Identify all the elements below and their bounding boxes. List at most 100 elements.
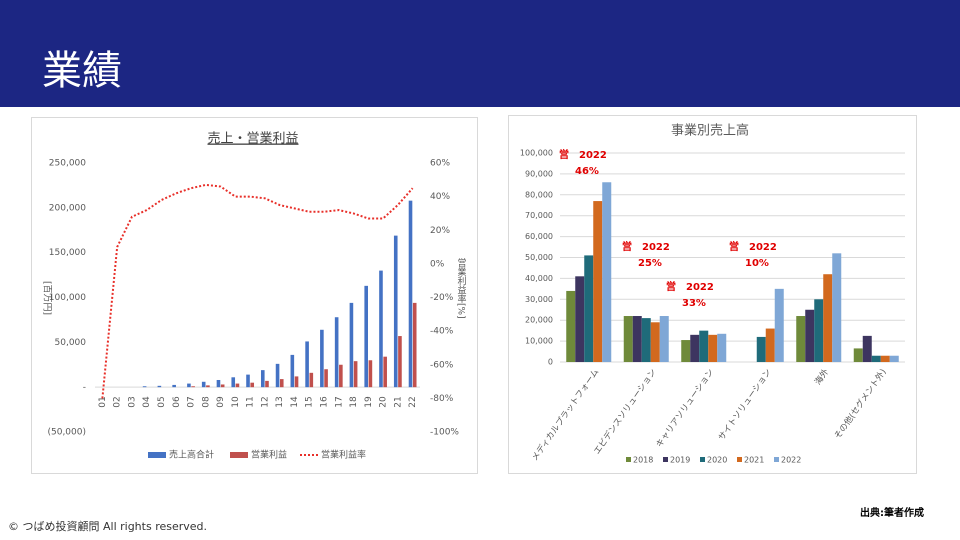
annotation-rate: 25% [638,258,662,269]
bar [593,201,603,362]
bar [623,316,633,362]
x-tick-label: 20 [379,396,389,408]
bar [250,382,255,388]
x-tick-label: サイトソリューション [717,367,774,442]
bar [632,316,642,362]
legend-swatch [626,457,631,462]
y-tick-label: 200,000 [49,203,86,213]
bar [699,330,709,362]
x-tick-label: 06 [172,396,182,408]
bar [717,333,727,362]
bar [353,361,358,388]
bar [290,354,295,388]
x-tick-label: 13 [275,396,285,407]
bar [823,274,833,362]
bar [641,318,651,362]
bar [796,316,806,362]
y2-tick-label: 60% [430,159,450,169]
legend-swatch [774,457,779,462]
x-tick-label: 17 [334,396,344,407]
x-tick-label: その他(セグメント外) [832,367,889,441]
y2-tick-label: 0% [430,259,445,269]
annotation-rate: 33% [682,298,706,309]
bar [309,372,314,388]
bar [334,317,339,388]
bar [880,355,890,362]
annotation: 営 2022 [622,240,670,253]
y-tick-label: 10,000 [525,337,553,346]
x-tick-label: 02 [113,396,123,407]
y-tick-label: 100,000 [49,293,86,303]
bar [412,302,417,388]
bar [659,316,669,362]
legend-label: 2022 [781,456,801,465]
y2-tick-label: 40% [430,192,450,202]
bar [379,270,383,388]
y-tick-label: 90,000 [525,169,553,178]
x-tick-label: 19 [364,396,374,408]
bar [814,299,824,362]
y-tick-label: 40,000 [525,274,553,283]
legend-label: 2020 [707,456,727,465]
bar [832,253,842,362]
chart-panel [31,117,478,474]
y-tick-label: 20,000 [525,316,553,325]
bar [575,276,585,362]
x-tick-label: キャリアソリューション [655,367,717,449]
legend-swatch [148,452,166,458]
legend-swatch [737,457,742,462]
y2-tick-label: -60% [430,360,454,370]
source-note: 出典:筆者作成 [860,508,924,519]
bar [650,322,660,362]
x-tick-label: 01 [98,396,108,407]
slide-title: 業績 [42,48,122,94]
bar [191,386,195,388]
bar [260,370,265,388]
bar [187,383,191,388]
bar [279,379,284,388]
margin-line [101,183,414,399]
y-tick-label: - [83,383,86,393]
x-tick-label: 07 [187,396,197,407]
bar [368,360,373,388]
bar [889,355,899,362]
bar [305,341,309,388]
bar [681,340,691,362]
bar [142,386,147,388]
y-tick-label: 100,000 [520,149,553,158]
y-tick-label: 50,000 [525,253,553,262]
bar [690,334,700,362]
y2-tick-label: 20% [430,226,450,236]
x-tick-label: 15 [305,396,315,407]
bar [294,376,299,388]
chart-title: 事業別売上高 [671,123,749,139]
x-tick-label: エビデンスソリューション [591,367,658,457]
bar [320,329,324,388]
x-tick-label: 08 [201,396,211,408]
x-tick-label: 11 [246,396,256,407]
bar [235,383,240,388]
x-tick-label: メディカルプラットフォーム [529,367,601,463]
x-tick-label: 09 [216,396,226,408]
legend-label: 売上高合計 [169,449,214,461]
y-tick-label: (50,000) [47,428,86,438]
annotation-rate: 46% [575,166,599,177]
y-tick-label: 0 [548,358,553,367]
bar [708,334,718,362]
bar [393,235,398,388]
bar [206,385,210,388]
legend-swatch [663,457,668,462]
bar [349,302,354,388]
bar [408,200,413,388]
bar [172,384,176,388]
bar [566,290,576,362]
x-tick-label: 03 [127,396,137,407]
chart-title: 売上・営業利益 [207,131,298,147]
y2-tick-label: -100% [430,428,459,438]
x-tick-label: 21 [393,396,403,407]
bar [871,355,881,362]
bar [201,381,206,388]
bar [157,385,162,388]
annotation: 営 2022 [666,280,714,293]
